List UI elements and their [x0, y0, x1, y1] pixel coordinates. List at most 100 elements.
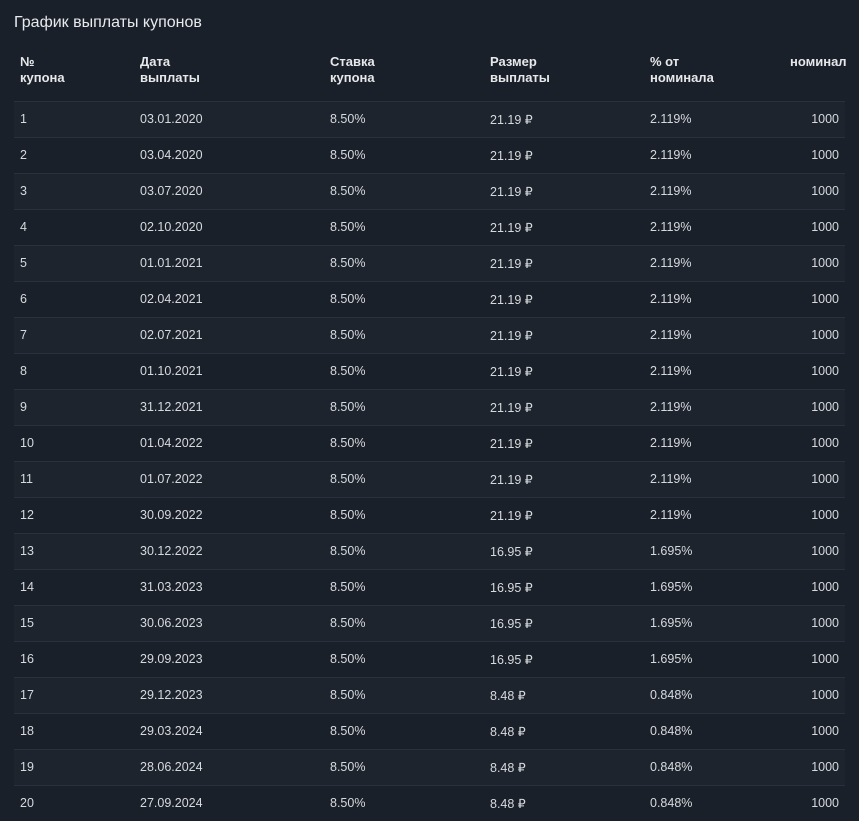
cell-rate: 8.50%	[324, 137, 484, 173]
cell-rate: 8.50%	[324, 605, 484, 641]
cell-nominal: 1000	[784, 785, 845, 821]
table-row: 1001.04.20228.50%21.19 ₽2.119%1000	[14, 425, 845, 461]
cell-rate: 8.50%	[324, 785, 484, 821]
table-row: 602.04.20218.50%21.19 ₽2.119%1000	[14, 281, 845, 317]
cell-num: 8	[14, 353, 134, 389]
cell-num: 16	[14, 641, 134, 677]
cell-amount: 8.48 ₽	[484, 677, 644, 713]
cell-rate: 8.50%	[324, 533, 484, 569]
cell-amount: 16.95 ₽	[484, 641, 644, 677]
column-header-text: Ставка	[330, 54, 375, 69]
cell-amount: 21.19 ₽	[484, 317, 644, 353]
cell-pct: 1.695%	[644, 641, 784, 677]
column-header-text: №	[20, 54, 35, 69]
cell-pct: 0.848%	[644, 749, 784, 785]
cell-nominal: 1000	[784, 641, 845, 677]
table-row: 1829.03.20248.50%8.48 ₽0.848%1000	[14, 713, 845, 749]
column-header-date: Датавыплаты	[134, 46, 324, 101]
cell-rate: 8.50%	[324, 677, 484, 713]
cell-date: 02.07.2021	[134, 317, 324, 353]
cell-date: 03.01.2020	[134, 101, 324, 137]
cell-rate: 8.50%	[324, 281, 484, 317]
cell-nominal: 1000	[784, 101, 845, 137]
cell-num: 6	[14, 281, 134, 317]
cell-pct: 2.119%	[644, 497, 784, 533]
cell-num: 5	[14, 245, 134, 281]
cell-amount: 21.19 ₽	[484, 173, 644, 209]
cell-amount: 21.19 ₽	[484, 137, 644, 173]
table-row: 931.12.20218.50%21.19 ₽2.119%1000	[14, 389, 845, 425]
cell-pct: 2.119%	[644, 101, 784, 137]
cell-rate: 8.50%	[324, 713, 484, 749]
cell-amount: 21.19 ₽	[484, 101, 644, 137]
cell-nominal: 1000	[784, 713, 845, 749]
cell-date: 02.10.2020	[134, 209, 324, 245]
cell-nominal: 1000	[784, 137, 845, 173]
cell-nominal: 1000	[784, 281, 845, 317]
cell-pct: 2.119%	[644, 173, 784, 209]
column-header-pct: % отноминала	[644, 46, 784, 101]
cell-amount: 21.19 ₽	[484, 425, 644, 461]
cell-amount: 16.95 ₽	[484, 605, 644, 641]
cell-amount: 21.19 ₽	[484, 281, 644, 317]
cell-nominal: 1000	[784, 749, 845, 785]
table-row: 303.07.20208.50%21.19 ₽2.119%1000	[14, 173, 845, 209]
cell-amount: 8.48 ₽	[484, 713, 644, 749]
cell-rate: 8.50%	[324, 389, 484, 425]
cell-pct: 2.119%	[644, 137, 784, 173]
cell-num: 7	[14, 317, 134, 353]
cell-date: 02.04.2021	[134, 281, 324, 317]
cell-rate: 8.50%	[324, 749, 484, 785]
table-row: 203.04.20208.50%21.19 ₽2.119%1000	[14, 137, 845, 173]
cell-pct: 2.119%	[644, 245, 784, 281]
cell-pct: 1.695%	[644, 569, 784, 605]
cell-date: 03.04.2020	[134, 137, 324, 173]
column-header-text: выплаты	[490, 70, 550, 85]
cell-pct: 0.848%	[644, 677, 784, 713]
cell-rate: 8.50%	[324, 353, 484, 389]
table-row: 1230.09.20228.50%21.19 ₽2.119%1000	[14, 497, 845, 533]
coupon-schedule-panel: График выплаты купонов №купона Датавыплат…	[0, 0, 859, 821]
table-row: 1928.06.20248.50%8.48 ₽0.848%1000	[14, 749, 845, 785]
cell-num: 14	[14, 569, 134, 605]
cell-num: 4	[14, 209, 134, 245]
cell-nominal: 1000	[784, 605, 845, 641]
cell-date: 30.06.2023	[134, 605, 324, 641]
cell-pct: 2.119%	[644, 425, 784, 461]
cell-nominal: 1000	[784, 533, 845, 569]
cell-pct: 0.848%	[644, 785, 784, 821]
cell-nominal: 1000	[784, 209, 845, 245]
cell-nominal: 1000	[784, 677, 845, 713]
cell-rate: 8.50%	[324, 209, 484, 245]
panel-title: График выплаты купонов	[14, 10, 845, 46]
cell-date: 30.09.2022	[134, 497, 324, 533]
cell-date: 01.10.2021	[134, 353, 324, 389]
cell-date: 29.03.2024	[134, 713, 324, 749]
cell-pct: 2.119%	[644, 209, 784, 245]
cell-num: 20	[14, 785, 134, 821]
cell-date: 01.04.2022	[134, 425, 324, 461]
cell-amount: 16.95 ₽	[484, 533, 644, 569]
cell-num: 1	[14, 101, 134, 137]
column-header-text: % от	[650, 54, 679, 69]
cell-num: 11	[14, 461, 134, 497]
cell-num: 19	[14, 749, 134, 785]
table-row: 1101.07.20228.50%21.19 ₽2.119%1000	[14, 461, 845, 497]
cell-num: 12	[14, 497, 134, 533]
cell-rate: 8.50%	[324, 641, 484, 677]
column-header-nominal: номинал	[784, 46, 845, 101]
cell-date: 29.12.2023	[134, 677, 324, 713]
cell-num: 17	[14, 677, 134, 713]
cell-pct: 1.695%	[644, 605, 784, 641]
column-header-text: купона	[20, 70, 65, 85]
cell-nominal: 1000	[784, 245, 845, 281]
table-row: 1530.06.20238.50%16.95 ₽1.695%1000	[14, 605, 845, 641]
cell-pct: 1.695%	[644, 533, 784, 569]
cell-amount: 21.19 ₽	[484, 389, 644, 425]
cell-num: 13	[14, 533, 134, 569]
cell-num: 9	[14, 389, 134, 425]
cell-amount: 21.19 ₽	[484, 461, 644, 497]
cell-amount: 21.19 ₽	[484, 209, 644, 245]
table-row: 103.01.20208.50%21.19 ₽2.119%1000	[14, 101, 845, 137]
cell-rate: 8.50%	[324, 173, 484, 209]
